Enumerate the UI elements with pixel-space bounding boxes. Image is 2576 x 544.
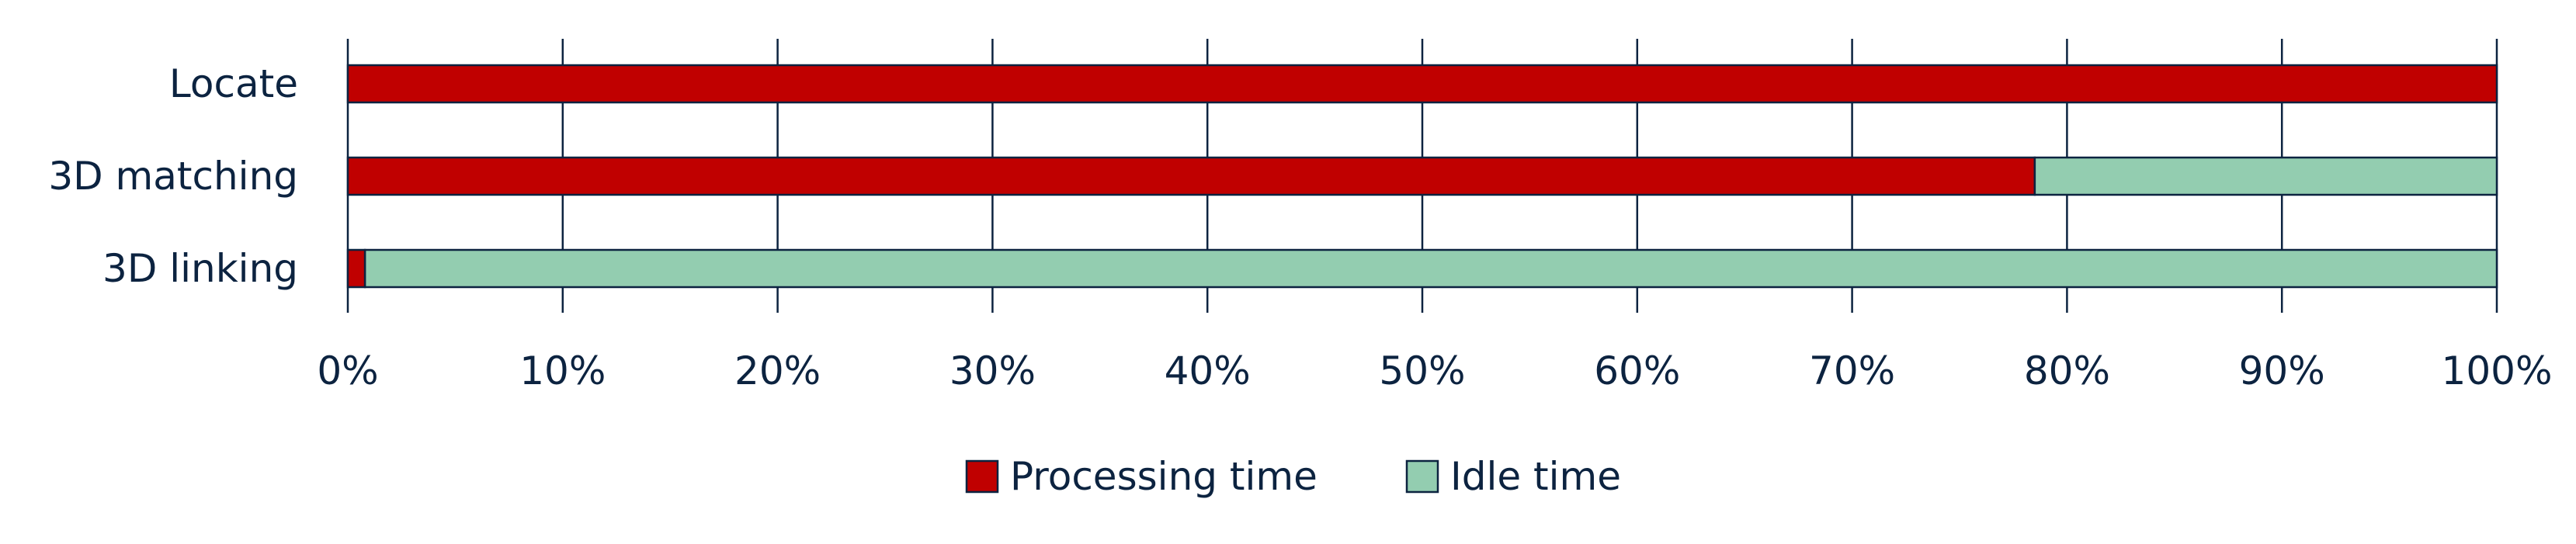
bars [346,64,2498,289]
bar-3d-linking-idle-time [363,248,2498,289]
legend-swatch-processing-time [965,459,999,494]
x-tick-label: 20% [734,348,821,393]
legend-label-processing-time: Processing time [1010,454,1318,499]
x-tick-label: 10% [519,348,606,393]
x-tick-label: 50% [1379,348,1465,393]
category-label: 3D matching [48,154,298,199]
x-tick-label: 30% [950,348,1036,393]
legend-swatch-idle-time [1405,459,1439,494]
x-tick-label: 100% [2442,348,2553,393]
x-tick-label: 90% [2239,348,2325,393]
x-tick-label: 70% [1809,348,1895,393]
x-tick-label: 40% [1165,348,1251,393]
bar-3d-matching-processing-time [346,156,2036,196]
x-tick-label: 80% [2024,348,2110,393]
legend: Processing time Idle time [965,454,1621,499]
x-tick-label: 0% [317,348,378,393]
category-label: 3D linking [102,246,298,291]
category-label: Locate [169,61,298,106]
bar-locate-processing-time [346,64,2498,104]
x-tick-labels: 0% 10% 20% 30% 40% 50% 60% 70% 80% 90% 100% [317,348,2552,393]
bar-3d-linking-processing-time [346,248,366,289]
category-labels: Locate 3D matching 3D linking [48,61,298,291]
x-tick-label: 60% [1594,348,1680,393]
bar-3d-matching-idle-time [2033,156,2498,196]
legend-label-idle-time: Idle time [1450,454,1621,499]
